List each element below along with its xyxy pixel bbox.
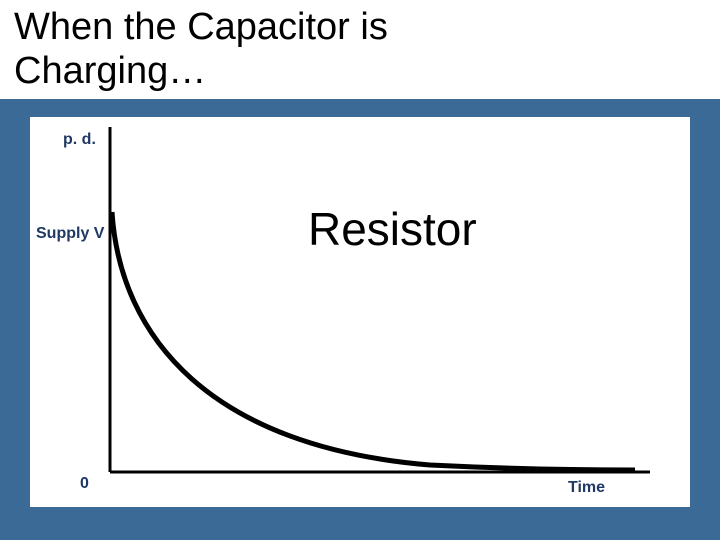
title-box: When the Capacitor is Charging…	[0, 0, 720, 99]
y-axis-label: p. d.	[63, 131, 96, 149]
x-axis-label: Time	[568, 479, 605, 497]
supply-v-label: Supply V	[36, 225, 104, 243]
axes-svg	[30, 117, 690, 507]
resistor-label: Resistor	[308, 202, 477, 256]
title-line-1: When the Capacitor is	[14, 6, 710, 50]
title-line-2: Charging…	[14, 50, 710, 94]
zero-label: 0	[80, 475, 89, 493]
chart-area: p. d. Supply V 0 Time Resistor	[30, 117, 690, 507]
